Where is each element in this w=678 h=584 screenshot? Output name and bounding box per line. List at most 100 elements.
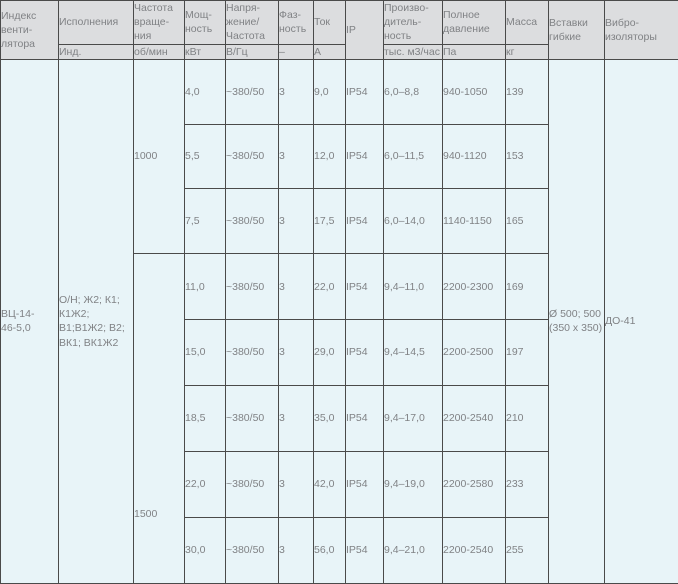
header-phase: Фаз- ность (278, 0, 314, 45)
header-current: Ток (313, 0, 346, 45)
cell-mass: 233 (505, 450, 549, 518)
cell-power: 4,0 (184, 58, 226, 125)
table-row: 15,0 ~380/50 3 29,0 IP54 9,4–14,5 2200-2… (1, 319, 678, 386)
cell-pressure: 2200-2500 (442, 319, 506, 386)
header-row-units: Инд. об/мин кВт В/Гц – А тыс. м3/час Па … (1, 43, 678, 60)
cell-voltage: ~380/50 (225, 188, 279, 255)
table-row: 18,5 ~380/50 3 35,0 IP54 9,4–17,0 2200-2… (1, 384, 678, 452)
cell-voltage: ~380/50 (225, 516, 279, 584)
cell-performance: 6,0–11,5 (383, 123, 443, 190)
header-flexible-inserts: Вставки гибкие (548, 0, 605, 60)
unit-performance: тыс. м3/час (383, 43, 443, 60)
cell-performance: 6,0–14,0 (383, 188, 443, 255)
cell-current: 17,5 (313, 188, 346, 255)
cell-ip: IP54 (345, 384, 384, 452)
header-ip-rating: IP (345, 0, 384, 60)
cell-performance: 9,4–11,0 (383, 253, 443, 321)
cell-mass: 139 (505, 58, 549, 125)
cell-current: 29,0 (313, 319, 346, 386)
cell-performance: 9,4–14,5 (383, 319, 443, 386)
cell-mass: 153 (505, 123, 549, 190)
unit-current: А (313, 43, 346, 60)
cell-phase: 3 (278, 253, 314, 321)
cell-voltage: ~380/50 (225, 384, 279, 452)
cell-pressure: 940-1050 (442, 58, 506, 125)
cell-voltage: ~380/50 (225, 253, 279, 321)
cell-ip: IP54 (345, 253, 384, 321)
header-mass: Масса (505, 0, 549, 45)
header-row-names: Индекс венти- лятора Исполнения Частота … (0, 0, 678, 60)
cell-ip: IP54 (345, 516, 384, 584)
cell-current: 12,0 (313, 123, 346, 190)
cell-fan-index: ВЦ-14- 46-5,0 (0, 58, 59, 584)
cell-ip: IP54 (345, 58, 384, 125)
cell-phase: 3 (278, 188, 314, 255)
cell-power: 5,5 (184, 123, 226, 190)
cell-pressure: 940-1120 (442, 123, 506, 190)
header-performance: Произво- дитель- ность (383, 0, 443, 45)
cell-current: 22,0 (313, 253, 346, 321)
cell-phase: 3 (278, 123, 314, 190)
header-executions: Исполнения (58, 0, 134, 45)
cell-pressure: 2200-2540 (442, 516, 506, 584)
header-power: Мощ- ность (184, 0, 226, 45)
cell-current: 56,0 (313, 516, 346, 584)
cell-current: 9,0 (313, 58, 346, 125)
cell-phase: 3 (278, 516, 314, 584)
cell-power: 30,0 (184, 516, 226, 584)
table-row: 5,5 ~380/50 3 12,0 IP54 6,0–11,5 940-112… (1, 123, 678, 190)
cell-voltage: ~380/50 (225, 450, 279, 518)
table-row: 7,5 ~380/50 3 17,5 IP54 6,0–14,0 1140-11… (1, 188, 678, 255)
cell-ip: IP54 (345, 319, 384, 386)
cell-voltage: ~380/50 (225, 319, 279, 386)
cell-pressure: 2200-2580 (442, 450, 506, 518)
cell-current: 35,0 (313, 384, 346, 452)
cell-vibro-isolators: ДО-41 (604, 58, 678, 584)
table-row: ВЦ-14- 46-5,0 О/Н; Ж2; К1; К1Ж2; В1;В1Ж2… (0, 58, 678, 584)
table-body: ВЦ-14- 46-5,0 О/Н; Ж2; К1; К1Ж2; В1;В1Ж2… (0, 58, 678, 584)
cell-phase: 3 (278, 450, 314, 518)
cell-performance: 9,4–17,0 (383, 384, 443, 452)
unit-mass: кг (505, 43, 549, 60)
cell-ip: IP54 (345, 123, 384, 190)
header-total-pressure: Полное давление (442, 0, 506, 45)
cell-performance: 9,4–21,0 (383, 516, 443, 584)
unit-phase: – (278, 43, 314, 60)
cell-mass: 255 (505, 516, 549, 584)
cell-ip: IP54 (345, 450, 384, 518)
unit-voltage-frequency: В/Гц (225, 43, 279, 60)
cell-ip: IP54 (345, 188, 384, 255)
cell-mass: 169 (505, 253, 549, 321)
cell-voltage: ~380/50 (225, 123, 279, 190)
cell-power: 18,5 (184, 384, 226, 452)
cell-power: 22,0 (184, 450, 226, 518)
cell-mass: 165 (505, 188, 549, 255)
unit-power: кВт (184, 43, 226, 60)
cell-performance: 6,0–8,8 (383, 58, 443, 125)
cell-flexible-inserts: Ø 500; 500 (350 x 350) (548, 58, 605, 584)
header-rotation-frequency: Частота враще- ния (133, 0, 185, 45)
cell-rpm-group-1000: 1000 (133, 58, 185, 255)
cell-voltage: ~380/50 (225, 58, 279, 125)
header-index: Индекс венти- лятора (0, 0, 59, 60)
table-row: 22,0 ~380/50 3 42,0 IP54 9,4–19,0 2200-2… (1, 450, 678, 518)
header-voltage-frequency: Напря- жение/ Частота (225, 0, 279, 45)
cell-pressure: 2200-2300 (442, 253, 506, 321)
cell-pressure: 2200-2540 (442, 384, 506, 452)
cell-pressure: 1140-1150 (442, 188, 506, 255)
cell-power: 15,0 (184, 319, 226, 386)
cell-current: 42,0 (313, 450, 346, 518)
cell-mass: 197 (505, 319, 549, 386)
table-row: 30,0 ~380/50 3 56,0 IP54 9,4–21,0 2200-2… (1, 516, 678, 584)
cell-mass: 210 (505, 384, 549, 452)
cell-power: 11,0 (184, 253, 226, 321)
unit-total-pressure: Па (442, 43, 506, 60)
cell-phase: 3 (278, 58, 314, 125)
cell-phase: 3 (278, 384, 314, 452)
header-vibro-isolators: Вибро- изоляторы (604, 0, 678, 60)
cell-rpm-group-1500: 1500 (133, 253, 185, 584)
table-row: 1500 11,0 ~380/50 3 22,0 IP54 9,4–11,0 2… (1, 253, 678, 584)
cell-power: 7,5 (184, 188, 226, 255)
cell-performance: 9,4–19,0 (383, 450, 443, 518)
